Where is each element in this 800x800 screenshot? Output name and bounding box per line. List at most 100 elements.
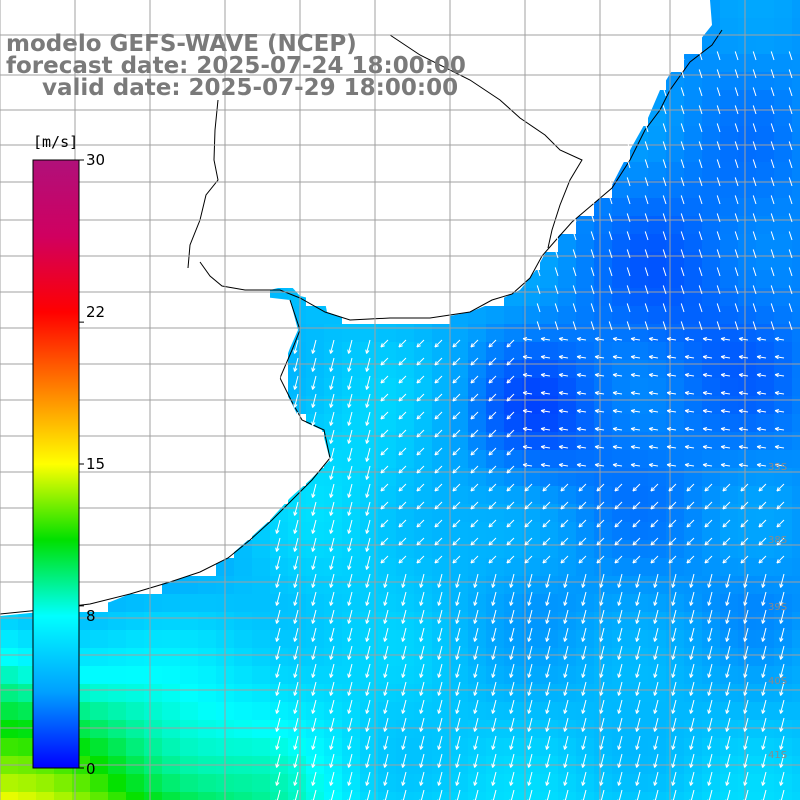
wind-arrow [600, 681, 605, 696]
wind-arrow [600, 753, 605, 768]
wind-arrow-head [384, 782, 388, 786]
field-cell [792, 72, 800, 90]
wind-arrow-head [434, 471, 439, 474]
wind-arrow-head [635, 745, 638, 750]
wind-arrow-head [329, 691, 332, 696]
wind-arrow [330, 609, 335, 624]
wind-arrow [775, 446, 785, 449]
wind-arrow-head [330, 494, 334, 498]
wind-arrow-head [294, 782, 298, 786]
wind-arrow-head [720, 410, 725, 414]
wind-arrow-head [506, 381, 511, 384]
field-cell [594, 468, 612, 486]
wind-arrow-head [522, 444, 528, 448]
wind-arrow-head [542, 525, 547, 528]
wind-arrow-head [630, 408, 636, 412]
wind-arrow [618, 753, 623, 768]
field-cell [180, 594, 198, 612]
wind-arrow-head [506, 363, 511, 366]
wind-arrow-head [491, 709, 494, 714]
wind-arrow [488, 447, 497, 456]
wind-arrow [662, 231, 667, 241]
wind-arrow-head [779, 745, 782, 750]
wind-arrow-head [347, 529, 350, 534]
wind-arrow-head [311, 655, 314, 660]
wind-arrow [510, 681, 515, 696]
field-cell [180, 666, 198, 684]
wind-arrow [456, 735, 461, 750]
wind-arrow-head [671, 601, 674, 606]
wind-arrow [770, 231, 775, 241]
wind-arrow-head [294, 386, 298, 390]
wind-arrow-head [578, 489, 583, 492]
wind-arrow-head [524, 541, 527, 546]
field-cell [558, 234, 576, 252]
wind-arrow-head [540, 428, 545, 432]
wind-arrow-head [488, 381, 493, 384]
wind-arrow [614, 519, 623, 528]
wind-arrow-head [581, 691, 584, 696]
wind-arrow [452, 519, 461, 528]
field-cell [162, 648, 180, 666]
wind-arrow [596, 519, 605, 528]
field-cell [450, 324, 468, 342]
wind-arrow-head [618, 692, 622, 696]
wind-arrow-head [563, 619, 566, 624]
wind-arrow-head [725, 781, 728, 786]
wind-arrow [590, 249, 595, 259]
wind-arrow-head [630, 374, 635, 378]
wind-arrow [456, 609, 461, 624]
wind-arrow-head [690, 656, 694, 660]
wind-arrow-head [434, 453, 439, 456]
wind-arrow-head [330, 746, 334, 750]
wind-arrow [626, 321, 631, 331]
wind-arrow-head [600, 692, 604, 696]
wind-arrow [721, 392, 731, 395]
field-cell [198, 612, 216, 630]
wind-arrow-head [740, 489, 745, 492]
wind-arrow-head [455, 601, 458, 606]
wind-arrow-head [545, 637, 548, 642]
wind-arrow-head [653, 727, 656, 732]
wind-arrow-head [774, 356, 779, 360]
wind-arrow [780, 681, 785, 696]
field-cell [558, 792, 576, 800]
wind-arrow [312, 663, 317, 678]
wind-arrow [510, 663, 515, 678]
wind-arrow-head [653, 691, 656, 696]
wind-arrow-head [470, 417, 475, 420]
wind-arrow [366, 501, 371, 516]
wind-arrow-head [596, 543, 601, 546]
wind-arrow [618, 771, 623, 786]
colorbar-tick-label: 8 [86, 607, 96, 625]
wind-arrow [330, 393, 335, 408]
wind-arrow-head [702, 410, 707, 414]
wind-arrow [703, 374, 713, 377]
wind-arrow-head [668, 489, 673, 492]
wind-arrow-head [596, 541, 599, 546]
wind-arrow-head [434, 415, 437, 420]
wind-arrow-head [599, 583, 602, 588]
wind-arrow [721, 338, 731, 341]
wind-arrow-head [743, 583, 746, 588]
wind-arrow-head [726, 746, 730, 750]
wind-arrow-head [402, 728, 406, 732]
wind-arrow-head [380, 523, 383, 528]
wind-arrow [582, 717, 587, 732]
wind-arrow [690, 663, 695, 678]
wind-arrow-head [330, 728, 334, 732]
wind-arrow-head [702, 446, 707, 450]
wind-arrow-head [702, 464, 707, 468]
wind-arrow-head [780, 638, 784, 642]
wind-arrow-head [401, 637, 404, 642]
lat-label: 35S [768, 462, 788, 473]
wind-arrow-head [492, 674, 496, 678]
wind-arrow [722, 555, 731, 564]
wind-arrow-head [671, 637, 674, 642]
field-cell [666, 234, 684, 252]
wind-arrow [600, 699, 605, 714]
wind-arrow-head [738, 446, 743, 450]
wind-arrow-head [654, 674, 658, 678]
wind-arrow-head [402, 674, 406, 678]
wind-arrow [600, 663, 605, 678]
